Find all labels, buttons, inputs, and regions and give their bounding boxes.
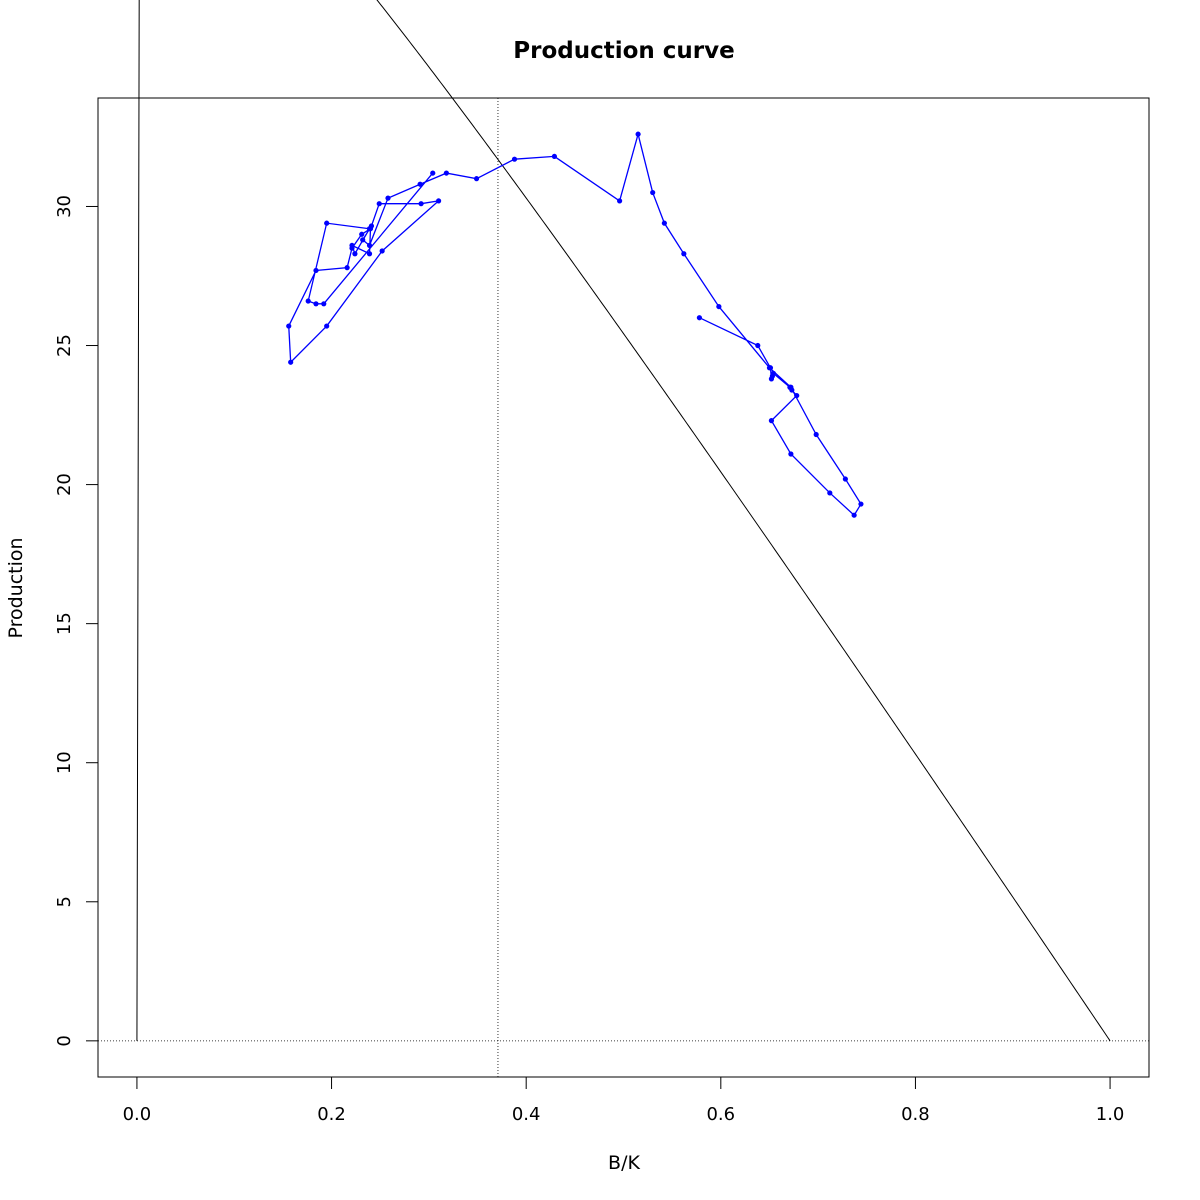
series-point [755, 342, 761, 349]
series-point [360, 237, 366, 243]
series-point [813, 431, 819, 438]
chart-title: Production curve [513, 38, 734, 64]
x-tick-label: 0.0 [123, 1104, 152, 1125]
plot-frame [97, 97, 1150, 1078]
series-point [436, 198, 442, 204]
series-point [305, 298, 311, 304]
series-point [344, 265, 350, 271]
series-point [366, 251, 373, 257]
series-point [650, 189, 656, 196]
series-point [827, 490, 833, 496]
series-point [379, 248, 385, 254]
x-tick-label: 0.6 [706, 1104, 735, 1125]
fitted-production-curve [136, 0, 1111, 1042]
series-point [286, 323, 292, 329]
series-point [661, 220, 667, 226]
series-point [788, 451, 794, 457]
fitted-curve-layer [136, 0, 1111, 1042]
x-axis: 0.0 0.2 0.4 0.6 0.8 1.0 [123, 1076, 1125, 1125]
series-point [313, 267, 319, 274]
y-tick-label: 10 [54, 751, 75, 774]
y-axis-label: Production [5, 537, 27, 638]
series-point [768, 418, 775, 424]
x-tick-label: 0.2 [317, 1104, 346, 1125]
series-point [349, 242, 355, 249]
series-point [443, 170, 449, 176]
series-point [324, 220, 330, 226]
series-point [324, 323, 330, 329]
reference-lines [98, 98, 1149, 1077]
series-point [696, 315, 703, 321]
y-tick-label: 0 [54, 1035, 75, 1046]
series-point [617, 198, 623, 204]
y-tick-label: 30 [54, 195, 75, 218]
series-point [716, 303, 722, 310]
series-line [288, 131, 862, 517]
series-point [794, 392, 800, 399]
series-point [681, 251, 687, 257]
y-tick-label: 25 [54, 334, 75, 357]
series-point [430, 170, 436, 176]
series-point [385, 195, 391, 201]
x-tick-label: 1.0 [1096, 1104, 1125, 1125]
x-axis-label: B/K [608, 1152, 640, 1174]
y-axis: 0 5 10 15 20 25 30 [54, 195, 99, 1047]
series-point [842, 476, 848, 482]
series-point [359, 231, 365, 237]
y-tick-label: 15 [54, 612, 75, 635]
series-point [417, 181, 423, 187]
series-point [366, 242, 373, 249]
series-point [321, 301, 327, 307]
series-point [551, 153, 558, 160]
series-point [788, 384, 794, 390]
series-point [376, 201, 382, 207]
series-point [473, 176, 480, 182]
series-point [770, 370, 776, 376]
series-point [313, 301, 319, 307]
series-point [418, 201, 424, 207]
series-point [766, 365, 773, 371]
x-tick-label: 0.8 [901, 1104, 930, 1125]
series-point [851, 512, 857, 518]
series-point [288, 359, 294, 365]
series-point [366, 226, 373, 232]
y-tick-label: 20 [54, 473, 75, 496]
series-point [635, 131, 641, 137]
x-tick-label: 0.4 [512, 1104, 541, 1125]
series-point [352, 251, 358, 257]
y-tick-label: 5 [54, 896, 75, 907]
series-point [858, 501, 864, 507]
series-layer [286, 131, 864, 518]
series-point [511, 156, 518, 162]
